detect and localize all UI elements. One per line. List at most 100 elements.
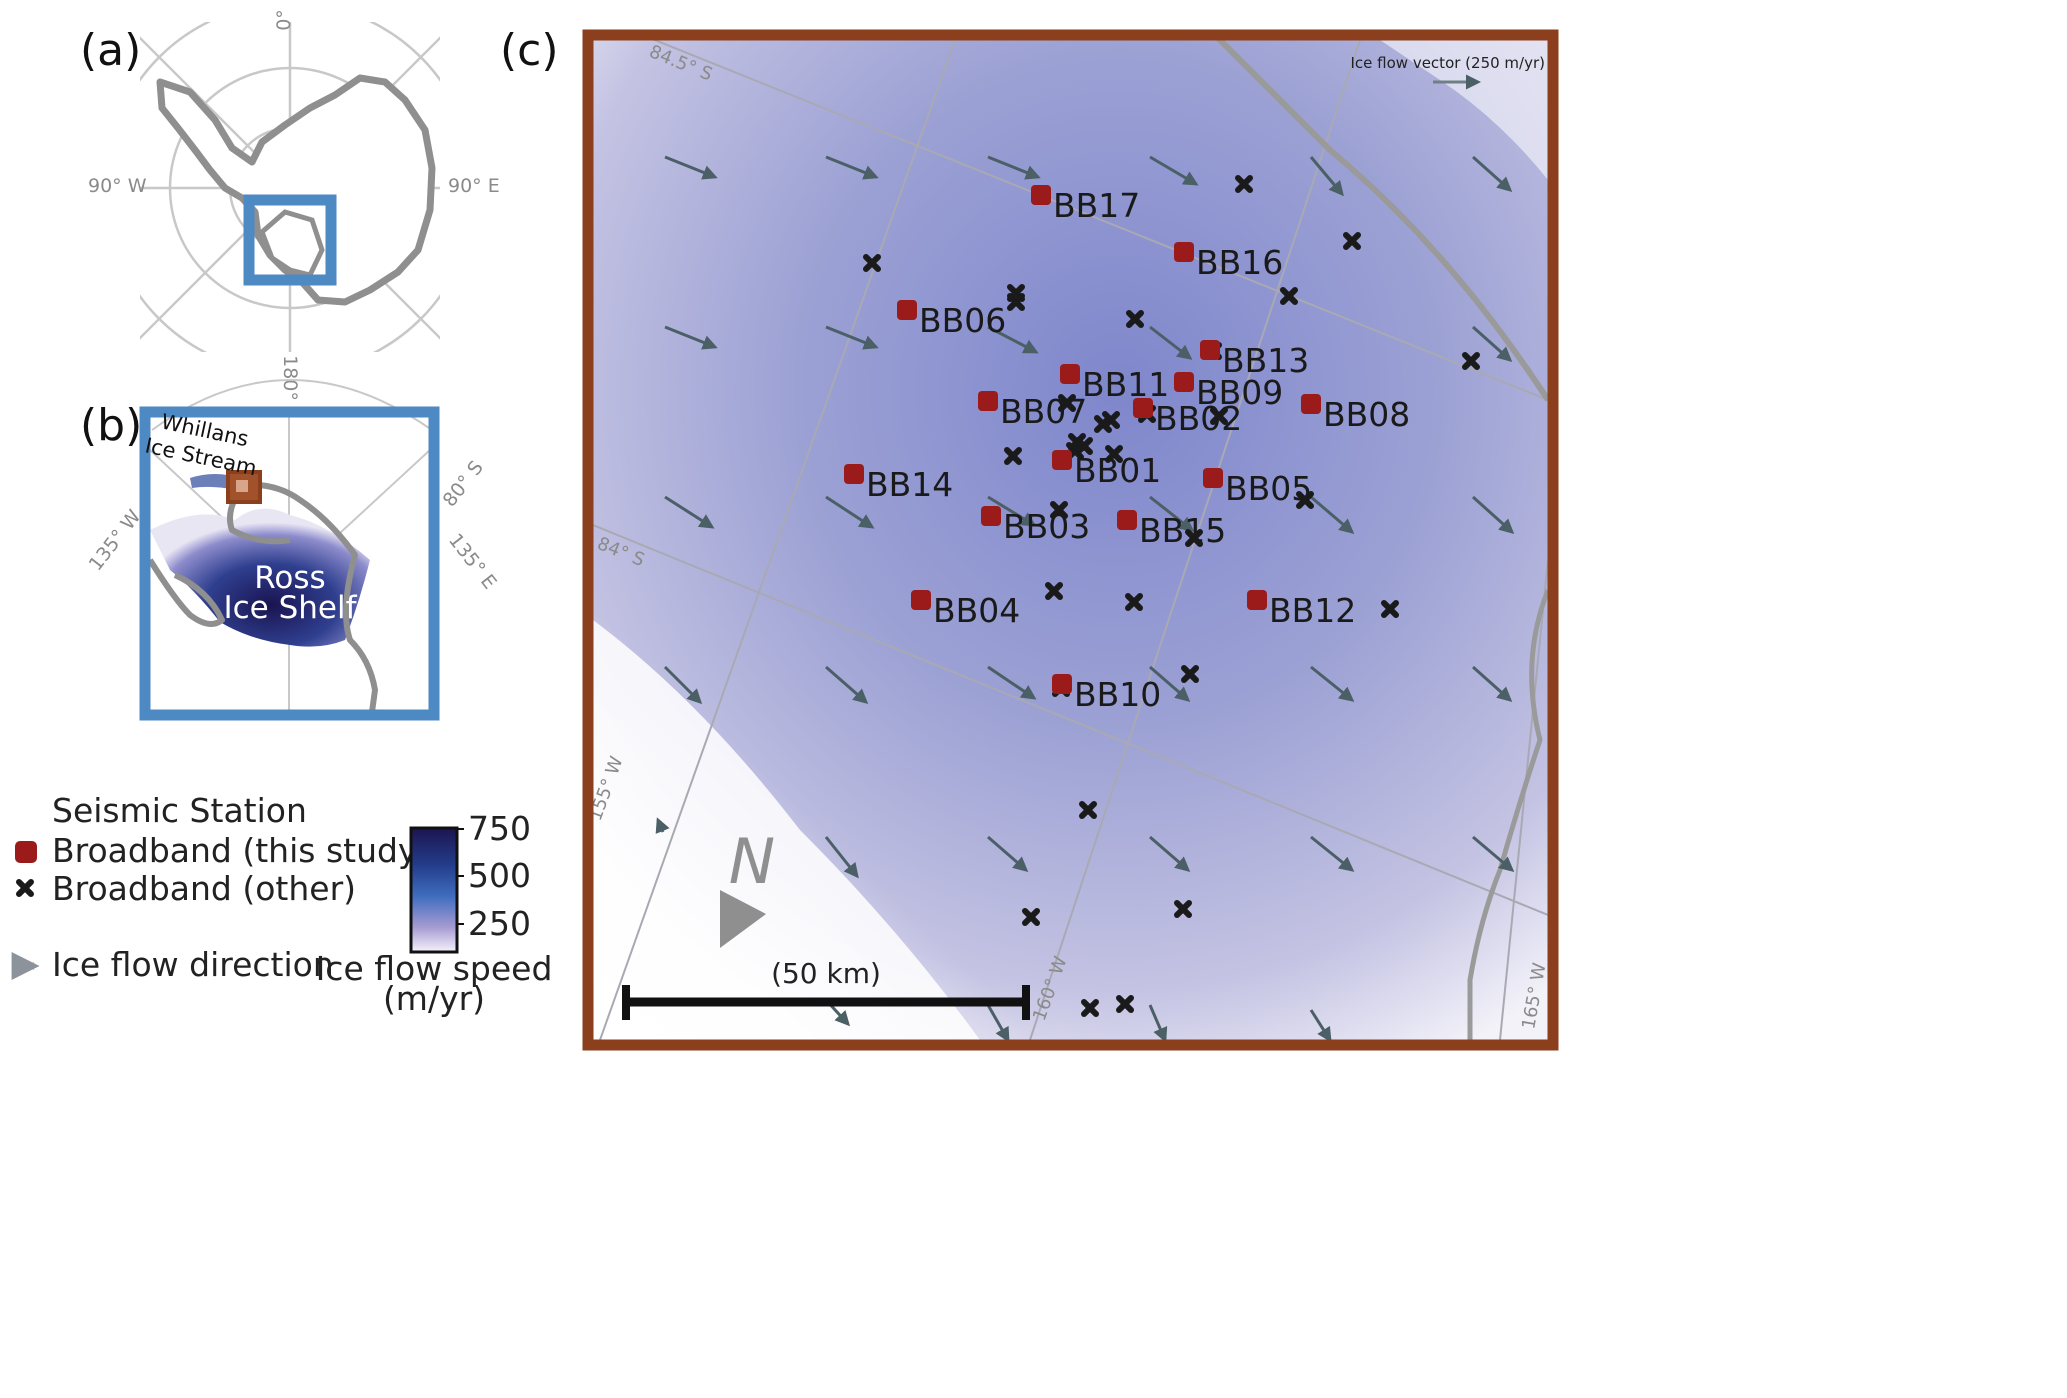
station-label: BB12 (1269, 591, 1356, 630)
x-marker (1007, 293, 1025, 311)
station-label: BB09 (1196, 373, 1283, 412)
cb-label-250: 250 (468, 904, 531, 943)
station-marker (1247, 590, 1267, 610)
ross-label-1: Ross (254, 560, 325, 596)
lon-label-180: 180° (279, 355, 301, 401)
antarctica-coastline (156, 74, 436, 306)
station-bb09: BB09 (1174, 372, 1283, 412)
panel-b-label: (b) (80, 400, 142, 451)
upper-right-slow-ice (1380, 40, 1548, 180)
scale-bar: (50 km) (622, 957, 1030, 1020)
station-bb05: BB05 (1203, 468, 1312, 508)
cb-label-500: 500 (468, 856, 531, 895)
station-label: BB16 (1196, 243, 1283, 282)
x-marker (863, 254, 881, 272)
station-bb15: BB15 (1117, 510, 1226, 550)
station-label: BB06 (919, 301, 1006, 340)
x-marker (1296, 491, 1314, 509)
colorbar-title-2: (m/yr) (383, 979, 485, 1018)
x-marker (1058, 394, 1076, 412)
flow-vector-legend-label: Ice flow vector (250 m/yr) (1351, 54, 1546, 72)
x-marker (1050, 501, 1068, 519)
x-marker (1126, 310, 1144, 328)
station-label: BB10 (1074, 675, 1161, 714)
x-marker (1343, 232, 1361, 250)
station-marker (1203, 468, 1223, 488)
x-marker (1381, 600, 1399, 618)
station-bb13: BB13 (1200, 340, 1309, 380)
station-label: BB05 (1225, 469, 1312, 508)
study-stations: BB17 BB16 BB06 BB13 BB11 BB09 BB07 BB02 BB08 BB01… (844, 185, 1410, 714)
station-marker (1052, 450, 1072, 470)
x-marker (1081, 999, 1099, 1017)
station-bb06: BB06 (897, 300, 1006, 340)
legend: Seismic Station Broadband (this study) B… (11, 791, 430, 984)
panel-a-overview-map: (a) 0° 90° W 90° E 180° (80, 9, 500, 401)
grounding-line-right (1467, 589, 1548, 1040)
lon-label-90w: 90° W (88, 175, 147, 197)
lon-label-0: 0° (273, 9, 295, 31)
station-marker (844, 464, 864, 484)
grounding-line-upper (1215, 40, 1548, 402)
station-marker (911, 590, 931, 610)
lat-label-80s: 80° S (439, 457, 488, 511)
panel-c-label: (c) (500, 25, 559, 76)
x-marker (1125, 593, 1143, 611)
station-bb04: BB04 (911, 590, 1020, 630)
panel-c-frame (582, 29, 1559, 1051)
lon-label-90e: 90° E (448, 175, 500, 197)
station-marker (897, 300, 917, 320)
station-label: BB01 (1074, 451, 1161, 490)
station-bb11: BB11 (1060, 364, 1169, 404)
lon-label-135e: 135° E (444, 530, 501, 594)
study-area-fill (236, 480, 248, 492)
station-marker (1174, 242, 1194, 262)
legend-item-other: Broadband (other) (52, 869, 356, 908)
panel-b-ross-map: (b) Whillans Ice Stream Ross Ice Shelf 8… (80, 379, 501, 721)
panel-c-study-area-map: BB17 BB16 BB06 BB13 BB11 BB09 BB07 BB02 BB08 BB01… (593, 40, 1548, 1040)
colorbar-ramp (409, 826, 459, 954)
station-marker (1060, 364, 1080, 384)
lon-label-135w: 135° W (85, 506, 146, 575)
station-bb12: BB12 (1247, 590, 1356, 630)
cb-label-750: 750 (468, 809, 531, 848)
station-label: BB08 (1323, 395, 1410, 434)
station-bb02: BB02 (1133, 398, 1242, 438)
panel-a-label: (a) (80, 25, 141, 76)
x-marker (1004, 447, 1022, 465)
x-marker (1181, 665, 1199, 683)
colorbar: 750 500 250 Ice flow speed (m/yr) (316, 809, 553, 1018)
x-marker (1235, 175, 1253, 193)
colorbar-title-1: Ice flow speed (316, 949, 553, 988)
station-marker (1031, 185, 1051, 205)
north-arrow: N (720, 825, 775, 948)
station-bb01: BB01 (1052, 450, 1161, 490)
station-marker (981, 506, 1001, 526)
ross-ice-shelf-speed (150, 508, 370, 647)
station-bb16: BB16 (1174, 242, 1283, 282)
red-square-marker (15, 841, 37, 863)
x-marker (1079, 801, 1097, 819)
station-bb07: BB07 (978, 391, 1087, 431)
slow-ice-fade (593, 560, 1093, 1040)
legend-item-this-study: Broadband (this study) (52, 831, 430, 870)
station-bb10: BB10 (1052, 674, 1161, 714)
station-marker (1052, 674, 1072, 694)
ross-sea-embayment (259, 209, 325, 278)
station-label: BB14 (866, 465, 953, 504)
x-marker (1105, 445, 1123, 463)
x-marker (1102, 411, 1120, 429)
station-bb08: BB08 (1301, 394, 1410, 434)
station-marker (1200, 340, 1220, 360)
x-marker (1210, 407, 1228, 425)
station-label: BB15 (1139, 511, 1226, 550)
north-letter: N (729, 825, 775, 898)
station-bb17: BB17 (1031, 185, 1140, 225)
station-label: BB13 (1222, 341, 1309, 380)
station-label: BB04 (933, 591, 1020, 630)
station-label: BB03 (1003, 507, 1090, 546)
ice-flow-arrows (655, 155, 1515, 1040)
station-label: BB11 (1082, 365, 1169, 404)
x-marker (1280, 287, 1298, 305)
